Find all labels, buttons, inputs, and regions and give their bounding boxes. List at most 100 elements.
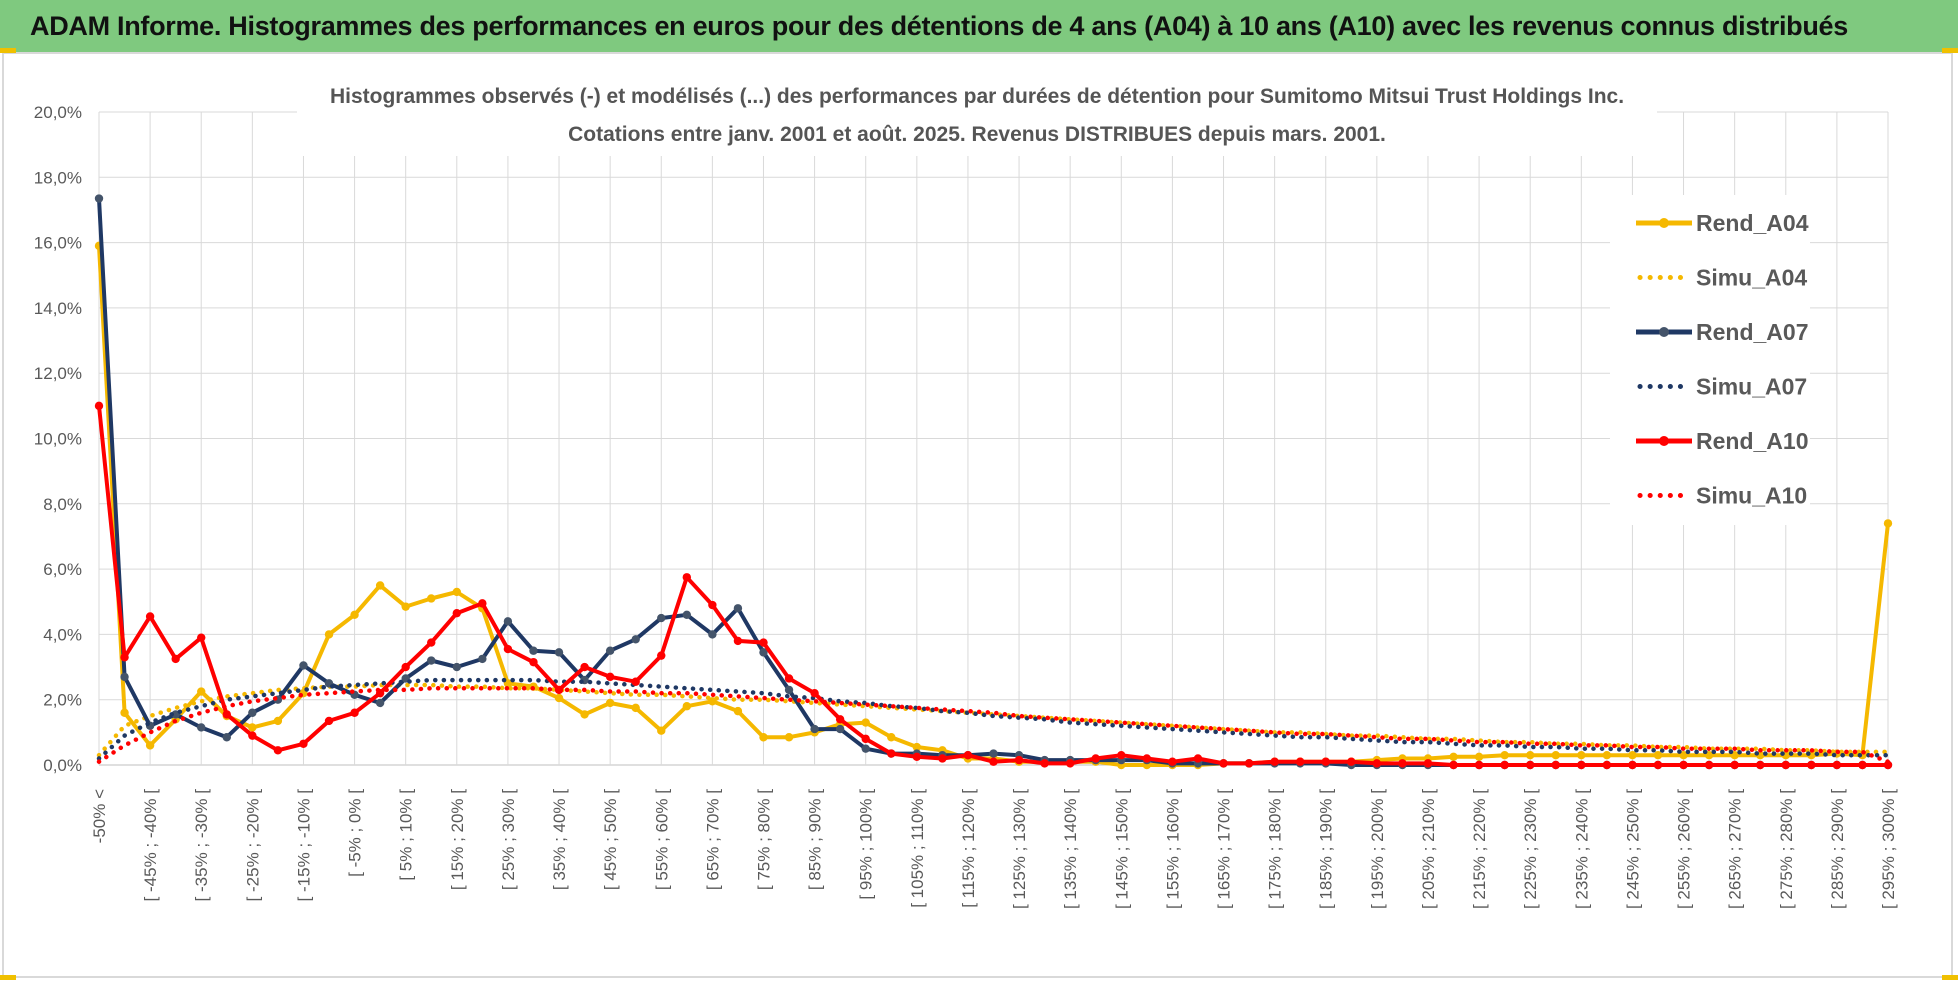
x-tick-label: [ 145% ; 150% [ [1112, 789, 1131, 909]
y-tick-label: 2,0% [43, 691, 82, 710]
data-point [1577, 751, 1586, 760]
y-tick-label: 18,0% [34, 168, 82, 187]
data-point [1321, 757, 1330, 766]
data-point [887, 733, 896, 742]
x-tick-label: [ 255% ; 260% [ [1675, 789, 1694, 909]
series-layer [94, 194, 1893, 770]
data-point [733, 604, 743, 613]
data-point [145, 612, 155, 621]
data-point [94, 401, 104, 411]
data-point [222, 733, 231, 742]
data-point [810, 688, 819, 698]
x-tick-label: -50% < [90, 789, 109, 843]
y-tick-label: 14,0% [34, 299, 82, 318]
series-line-simu-a10 [96, 686, 1891, 764]
data-point [580, 662, 589, 672]
data-point [1807, 760, 1816, 770]
legend-label-simu-a04: Simu_A04 [1696, 265, 1807, 291]
x-tick-label: [ 215% ; 220% [ [1470, 789, 1489, 909]
data-point [375, 698, 385, 708]
data-point [197, 633, 206, 642]
y-tick-label: 6,0% [43, 560, 82, 579]
data-point [324, 630, 334, 639]
x-tick-label: [ 85% ; 90% [ [806, 789, 825, 890]
x-tick-label: [ 235% ; 240% [ [1572, 789, 1591, 909]
data-point [401, 662, 410, 672]
x-tick-label: [ 285% ; 290% [ [1828, 789, 1847, 909]
x-tick-label: [ -35% ; -30% [ [192, 789, 211, 902]
data-point [759, 638, 768, 647]
data-point [861, 734, 870, 744]
data-point [784, 685, 794, 695]
data-point [1551, 751, 1560, 760]
x-tick-label: [ 105% ; 110% [ [908, 789, 927, 908]
x-tick-label: [ 95% ; 100% [ [857, 789, 876, 900]
data-point [197, 723, 206, 732]
data-point [452, 662, 461, 672]
data-point [682, 702, 692, 711]
legend-marker [1659, 436, 1669, 446]
x-tick-label: [ 65% ; 70% [ [703, 789, 722, 890]
x-tick-label: [ 165% ; 170% [ [1215, 789, 1234, 909]
data-point [1168, 757, 1177, 766]
data-point [1295, 757, 1305, 766]
y-tick-label: 4,0% [43, 625, 82, 644]
legend-label-simu-a10: Simu_A10 [1696, 483, 1807, 509]
data-point [784, 674, 794, 683]
data-point [631, 635, 640, 644]
x-tick-label: [ 225% ; 230% [ [1521, 789, 1540, 909]
legend-label-rend-a10: Rend_A10 [1696, 428, 1808, 454]
data-point [94, 194, 104, 203]
data-point [1347, 757, 1356, 766]
x-tick-label: [ 195% ; 200% [ [1368, 789, 1387, 909]
data-point [580, 710, 589, 719]
data-point [733, 706, 743, 716]
data-point [989, 749, 998, 758]
data-point [222, 710, 231, 719]
data-point [938, 754, 947, 763]
data-point [1781, 760, 1790, 770]
data-point [733, 636, 743, 646]
report-banner: ADAM Informe. Histogrammes des performan… [0, 0, 1958, 52]
data-point [963, 751, 973, 760]
data-point [759, 648, 768, 657]
data-point [248, 723, 257, 732]
data-point [708, 600, 717, 610]
x-tick-label: [ 5% ; 10% [ [397, 789, 416, 881]
data-point [1193, 754, 1203, 763]
y-tick-label: 8,0% [43, 495, 82, 514]
x-tick-label: [ 15% ; 20% [ [448, 789, 467, 890]
data-point [273, 746, 283, 755]
data-point [989, 757, 998, 766]
data-point [912, 742, 922, 752]
data-point [1500, 751, 1509, 760]
corner-mark [0, 48, 16, 53]
x-tick-label: [ -15% ; -10% [ [294, 789, 313, 902]
data-point [708, 697, 717, 706]
data-point [784, 733, 794, 742]
chart-title: Histogrammes observés (-) et modélisés (… [330, 85, 1624, 108]
y-tick-label: 16,0% [34, 234, 82, 253]
data-point [145, 741, 155, 750]
data-point [1423, 759, 1433, 768]
x-tick-label: [ 175% ; 180% [ [1266, 789, 1285, 909]
data-point [1832, 760, 1842, 770]
data-point [631, 703, 640, 713]
legend-label-rend-a04: Rend_A04 [1696, 210, 1809, 236]
data-point [1014, 755, 1024, 765]
series-line-simu-a07 [96, 677, 1891, 761]
x-tick-label: [ 265% ; 270% [ [1726, 789, 1745, 909]
data-point [835, 715, 845, 724]
data-point [1449, 760, 1458, 770]
data-point [401, 602, 410, 611]
data-point [452, 608, 461, 618]
corner-mark [1942, 975, 1958, 980]
data-point [478, 654, 487, 664]
data-point [554, 648, 564, 657]
data-point [120, 653, 129, 662]
data-point [273, 716, 283, 726]
y-tick-label: 20,0% [34, 103, 82, 122]
data-point [605, 698, 615, 708]
legend-marker [1659, 327, 1669, 337]
